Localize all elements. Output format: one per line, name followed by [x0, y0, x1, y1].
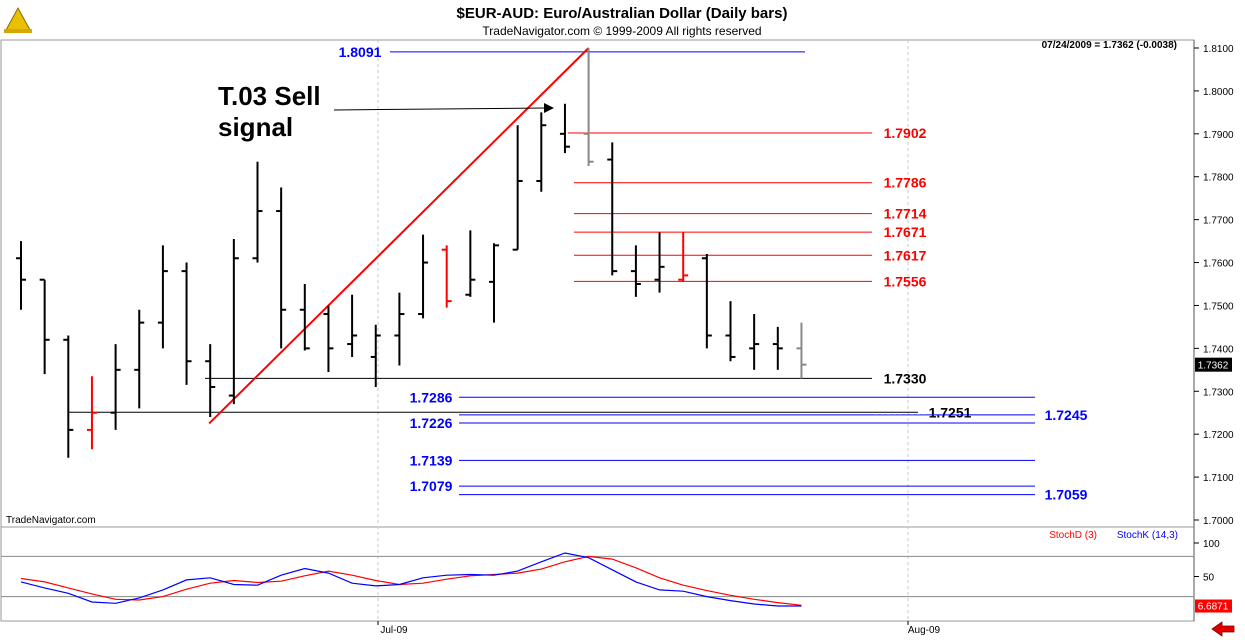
ohlc-bar [181, 262, 192, 385]
ohlc-bar [157, 245, 168, 349]
ohlc-bar [394, 292, 405, 366]
ohlc-bar [630, 245, 641, 297]
y-axis: 1.7000 1.7100 1.7200 1.7300 1.7400 1.7500 1.76… [1194, 44, 1234, 527]
ohlc-bar [465, 230, 476, 297]
ohlc-bar [16, 241, 26, 310]
ohlc-bar [559, 103, 570, 154]
ohlc-bar [370, 324, 381, 387]
watermark-label: TradeNavigator.com [6, 515, 96, 526]
annotation-line1: T.03 Sell [218, 81, 321, 111]
last-price-label: 1.7362 [1198, 361, 1229, 372]
ohlc-bar [323, 305, 334, 372]
annotation-line2: signal [218, 112, 293, 142]
y-tick-label: 1.7800 [1203, 173, 1234, 184]
level-label: 1.7245 [1045, 407, 1088, 423]
ohlc-bar [134, 309, 145, 409]
stoch-tick-label: 50 [1203, 573, 1215, 584]
y-tick-label: 1.7200 [1203, 430, 1234, 441]
stoch-d-legend: StochD (3) [1049, 530, 1097, 541]
level-label: 1.7786 [884, 175, 927, 191]
stoch-k-legend: StochK (14,3) [1117, 530, 1178, 541]
y-tick-label: 1.7600 [1203, 259, 1234, 270]
ohlc-bar [63, 335, 74, 458]
stoch-last-label: 6.6871 [1198, 602, 1229, 613]
ohlc-bar [39, 278, 50, 375]
level-label: 1.7714 [884, 206, 927, 222]
ohlc-bar [489, 243, 499, 323]
y-tick-label: 1.8100 [1203, 44, 1234, 55]
level-label: 1.8091 [339, 44, 382, 60]
level-label: 1.7556 [884, 273, 927, 289]
ohlc-bar [654, 232, 665, 293]
ohlc-bar [276, 187, 287, 349]
x-axis: Jul-09 Aug-09 [377, 621, 941, 636]
level-label: 1.7286 [410, 389, 453, 405]
ohlc-bar [749, 314, 760, 370]
ohlc-bar [512, 125, 523, 251]
level-label: 1.7671 [884, 224, 927, 240]
stoch-k-line [20, 552, 802, 607]
ohlc-bar [110, 344, 121, 430]
y-tick-label: 1.7400 [1203, 344, 1234, 355]
level-label: 1.7330 [884, 370, 927, 386]
stochastic-panel: 100 50 StochD (3) StochK (14,3) 6.6871 [1, 530, 1232, 613]
level-label: 1.7226 [410, 415, 453, 431]
ohlc-bar [228, 238, 239, 405]
level-label: 1.7139 [410, 452, 453, 468]
trendline [208, 47, 590, 425]
y-tick-label: 1.7000 [1203, 516, 1234, 527]
ohlc-bar [418, 234, 429, 319]
y-tick-label: 1.8000 [1203, 87, 1234, 98]
stoch-tick-label: 100 [1203, 539, 1220, 550]
ohlc-bar [205, 344, 216, 418]
ohlc-bar [701, 253, 712, 349]
level-label: 1.7251 [929, 404, 972, 420]
ohlc-bar [347, 294, 358, 357]
x-tick-label: Aug-09 [908, 625, 941, 636]
annotation-arrow-line [333, 107, 547, 111]
chart-subtitle: TradeNavigator.com © 1999-2009 All right… [482, 24, 761, 38]
y-tick-label: 1.7700 [1203, 216, 1234, 227]
ohlc-bar [536, 112, 547, 192]
ohlc-bar [725, 301, 736, 362]
stoch-d-line [20, 555, 802, 606]
ohlc-bar [299, 284, 310, 351]
last-price-box [1195, 357, 1232, 372]
logo-icon [4, 6, 32, 33]
level-label: 1.7079 [410, 478, 453, 494]
ohlc-bars [16, 48, 807, 458]
y-tick-label: 1.7100 [1203, 473, 1234, 484]
ohlc-bar [772, 326, 783, 370]
price-levels: 1.8091 1.7902 1.7786 1.7714 1.7671 1.7617 1.75… [68, 44, 1088, 503]
ohlc-bar [252, 161, 263, 263]
ohlc-bar [86, 376, 97, 450]
chart-title: $EUR-AUD: Euro/Australian Dollar (Daily … [457, 5, 788, 22]
ohlc-bar [583, 48, 594, 166]
level-label: 1.7059 [1045, 487, 1088, 503]
sell-signal-trendline [208, 47, 590, 425]
scroll-left-button[interactable] [1207, 621, 1237, 637]
y-tick-label: 1.7300 [1203, 387, 1234, 398]
stoch-last-box [1195, 599, 1232, 613]
ohlc-bar [678, 232, 689, 282]
readout-label: 07/24/2009 = 1.7362 (-0.0038) [1042, 40, 1177, 51]
annotation-arrowhead [544, 103, 554, 113]
x-tick-label: Jul-09 [380, 625, 408, 636]
ohlc-bar [796, 322, 807, 379]
ohlc-bar [607, 142, 618, 276]
level-label: 1.7902 [884, 125, 927, 141]
y-tick-label: 1.7500 [1203, 301, 1234, 312]
level-label: 1.7617 [884, 247, 927, 263]
ohlc-bar [441, 245, 452, 308]
y-tick-label: 1.7900 [1203, 130, 1234, 141]
